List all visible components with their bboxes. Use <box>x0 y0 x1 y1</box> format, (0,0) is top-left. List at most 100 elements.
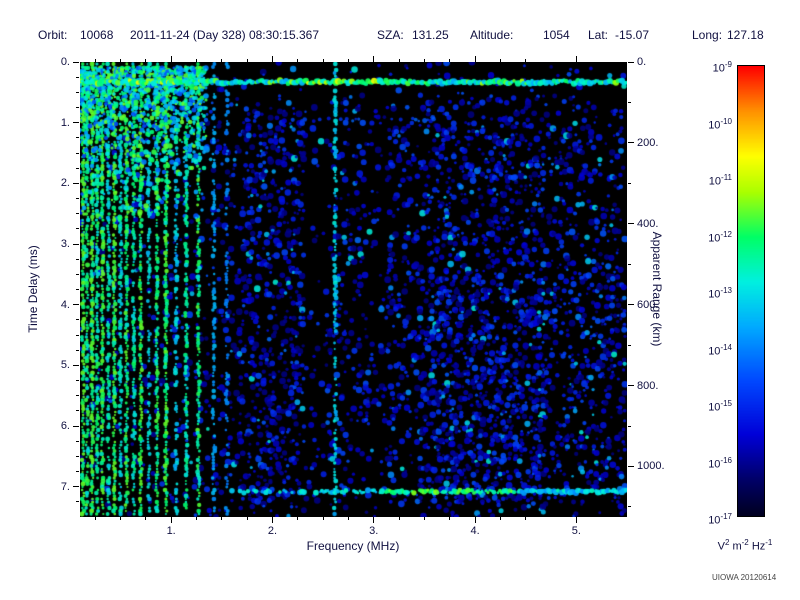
orbit-value: 10068 <box>80 28 114 42</box>
tick-mark <box>347 517 349 520</box>
x-tick-label: 1. <box>166 525 176 537</box>
tick-mark <box>76 410 79 412</box>
sza-label: SZA: <box>377 28 404 42</box>
tick-mark <box>76 152 79 154</box>
colorbar-tick-label: 10-13 <box>708 286 732 301</box>
tick-mark <box>398 59 400 62</box>
tick-mark <box>628 506 631 508</box>
y-tick-label: 6. <box>60 420 70 432</box>
tick-mark <box>628 344 631 346</box>
colorbar-unit: V2 m-2 Hz-1 <box>717 538 773 553</box>
y2-tick-label: 1000. <box>637 460 665 473</box>
tick-mark <box>76 167 79 169</box>
sza-value: 131.25 <box>412 28 449 42</box>
tick-mark <box>76 198 79 199</box>
colorbar-tick-label: 10-11 <box>708 173 732 188</box>
tick-mark <box>628 101 631 103</box>
tick-mark <box>76 395 79 397</box>
plot-area <box>80 62 627 517</box>
tick-mark <box>73 122 79 124</box>
y-tick-label: 2. <box>60 177 70 190</box>
orbit-label: Orbit: <box>38 28 68 42</box>
tick-mark <box>347 59 349 62</box>
colorbar-tick-label: 10-14 <box>708 342 732 358</box>
x-tick-label: 2. <box>267 525 278 537</box>
tick-mark <box>246 59 248 62</box>
colorbar-tick-label: 10-17 <box>708 512 732 527</box>
tick-mark <box>246 517 248 520</box>
tick-mark <box>76 273 79 275</box>
tick-mark <box>76 289 79 290</box>
y2-tick-label: 200. <box>637 136 659 149</box>
x-tick-label: 3. <box>369 525 379 537</box>
tick-mark <box>145 59 147 62</box>
colorbar-tick-label: 10-9 <box>712 60 732 75</box>
tick-mark <box>120 59 122 62</box>
altitude-value: 1054 <box>543 28 570 42</box>
y-tick-label: 3. <box>60 238 70 250</box>
colorbar-canvas <box>738 66 764 516</box>
tick-mark <box>76 213 79 215</box>
tick-mark <box>423 59 425 62</box>
tick-mark <box>73 304 79 306</box>
tick-mark <box>76 380 79 381</box>
colorbar-tick-label: 10-15 <box>708 399 732 414</box>
tick-mark <box>76 501 79 503</box>
colorbar-tick-label: 10-12 <box>708 229 732 245</box>
y2-tick-label: 800. <box>637 379 659 392</box>
y-tick-label: 1. <box>60 116 70 129</box>
tick-mark <box>94 517 96 520</box>
tick-mark <box>76 349 79 351</box>
y-axis-label: Time Delay (ms) <box>26 245 40 333</box>
tick-mark <box>76 76 79 78</box>
tick-mark <box>373 56 375 62</box>
tick-mark <box>120 517 122 520</box>
tick-mark <box>76 228 79 230</box>
tick-mark <box>195 517 197 520</box>
tick-mark <box>628 142 634 144</box>
tick-mark <box>73 364 79 366</box>
y-tick-label: 4. <box>60 298 70 311</box>
tick-mark <box>73 61 79 63</box>
tick-mark <box>322 517 324 520</box>
y-tick-label: 0. <box>60 56 70 68</box>
tick-mark <box>221 517 223 520</box>
tick-mark <box>474 517 476 523</box>
tick-mark <box>628 425 631 427</box>
y2-tick-label: 400. <box>637 217 659 230</box>
datetime-text: 2011-11-24 (Day 328) 08:30:15.367 <box>130 28 320 42</box>
tick-mark <box>322 59 324 62</box>
tick-mark <box>76 137 79 139</box>
tick-mark <box>499 59 501 62</box>
tick-mark <box>76 455 79 457</box>
y-tick-label: 7. <box>60 480 70 493</box>
lat-value: -15.07 <box>615 28 650 42</box>
tick-mark <box>449 517 451 520</box>
tick-mark <box>271 56 273 62</box>
spectrogram-canvas <box>80 62 627 517</box>
y2-axis-label: Apparent Range (km) <box>650 231 664 347</box>
tick-mark <box>73 243 79 245</box>
tick-mark <box>76 334 79 336</box>
tick-mark <box>297 517 299 520</box>
tick-mark <box>195 59 197 62</box>
tick-mark <box>398 517 400 520</box>
y2-tick-label: 0. <box>637 56 647 68</box>
x-tick-label: 5. <box>571 525 581 537</box>
lat-label: Lat: <box>588 28 609 42</box>
long-label: Long: <box>692 28 723 42</box>
tick-mark <box>423 517 425 520</box>
tick-mark <box>73 425 79 427</box>
tick-mark <box>73 182 79 184</box>
tick-mark <box>297 59 299 62</box>
tick-mark <box>145 517 147 520</box>
y-tick-label: 5. <box>60 359 70 372</box>
tick-mark <box>449 59 451 62</box>
tick-mark <box>271 517 273 523</box>
tick-mark <box>221 59 223 62</box>
tick-mark <box>628 465 634 467</box>
tick-mark <box>373 517 375 523</box>
tick-mark <box>474 56 476 62</box>
tick-mark <box>628 61 634 63</box>
